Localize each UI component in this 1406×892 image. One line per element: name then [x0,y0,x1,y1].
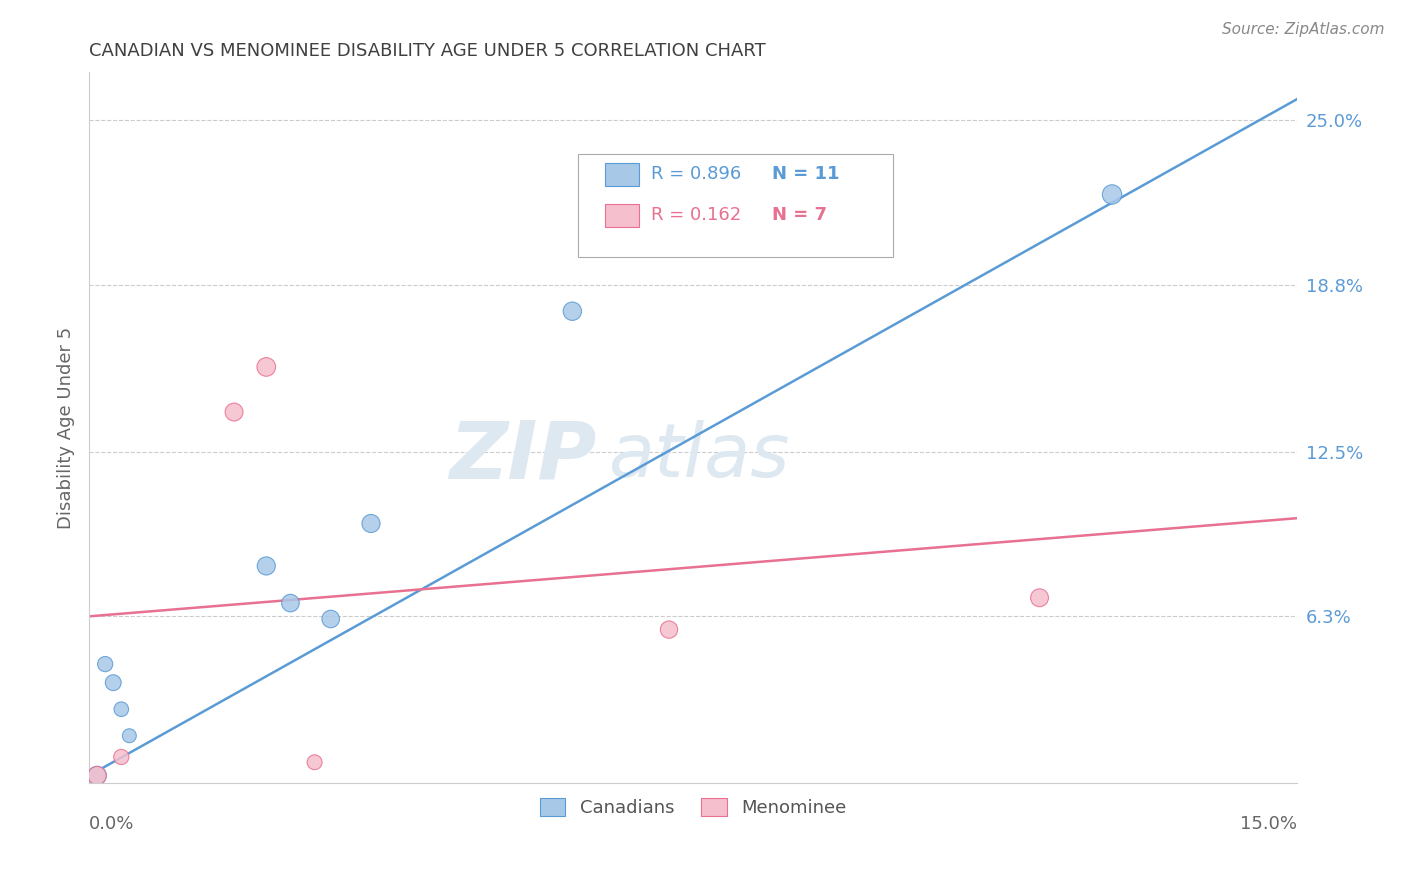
Bar [605,163,638,186]
Point [110,702,132,716]
Point [304,756,326,770]
Point [118,729,141,743]
Text: ZIP: ZIP [449,417,596,495]
Point [103,675,125,690]
Text: N = 11: N = 11 [772,165,839,183]
Point [1028,591,1050,605]
Text: N = 7: N = 7 [772,206,827,224]
Point [254,359,277,374]
Point [360,516,382,531]
Text: 0.0%: 0.0% [89,815,135,833]
Point [254,558,277,573]
Text: R = 0.162: R = 0.162 [651,206,741,224]
Text: 15.0%: 15.0% [1240,815,1298,833]
Text: CANADIAN VS MENOMINEE DISABILITY AGE UNDER 5 CORRELATION CHART: CANADIAN VS MENOMINEE DISABILITY AGE UND… [89,42,766,60]
Point [110,750,132,764]
Point [280,596,302,610]
Point [1101,187,1123,202]
Legend: Canadians, Menominee: Canadians, Menominee [533,790,853,824]
Text: atlas: atlas [609,420,790,492]
Text: Source: ZipAtlas.com: Source: ZipAtlas.com [1222,22,1385,37]
Point [561,304,583,318]
FancyBboxPatch shape [578,154,893,257]
Y-axis label: Disability Age Under 5: Disability Age Under 5 [58,326,75,529]
Text: R = 0.896: R = 0.896 [651,165,741,183]
Point [86,768,108,782]
Point [319,612,342,626]
Bar [605,204,638,227]
Point [658,623,681,637]
Point [86,768,108,782]
Point [222,405,245,419]
Point [94,657,117,672]
